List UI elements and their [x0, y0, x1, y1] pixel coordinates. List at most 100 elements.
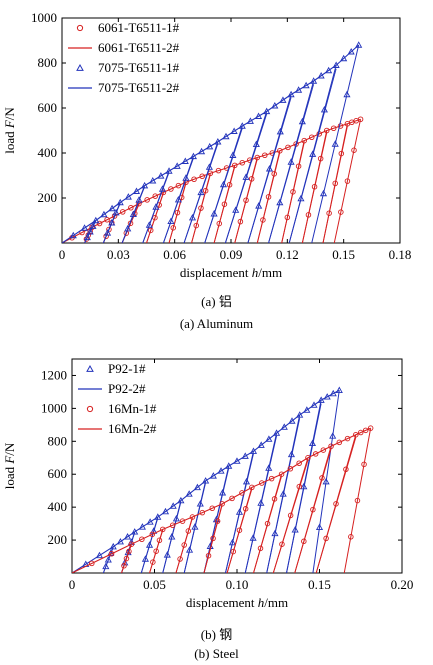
- data-point: [279, 541, 285, 547]
- y-tick-label: 400: [38, 145, 58, 160]
- series-envelope: [72, 389, 340, 573]
- y-tick-label: 400: [48, 499, 68, 514]
- data-point: [188, 213, 197, 221]
- data-point: [170, 225, 177, 231]
- reload-line: [140, 518, 159, 573]
- legend-entry: 7075-T6511-1#: [98, 60, 180, 75]
- data-point: [265, 435, 273, 442]
- legend-entry: 7075-T6511-2#: [98, 80, 180, 95]
- x-tick-label: 0.03: [107, 247, 130, 262]
- x-tick-label: 0.06: [163, 247, 186, 262]
- data-point: [174, 195, 182, 203]
- data-point: [175, 182, 182, 189]
- x-tick-label: 0.09: [220, 247, 243, 262]
- reload-line: [168, 183, 187, 243]
- data-point: [86, 228, 94, 235]
- data-point: [239, 490, 245, 496]
- chart-steel: 0 0.05 0.10 0.15 0.20 200 400 600 800 1000 1200 dis…: [2, 358, 414, 610]
- data-point: [355, 41, 363, 48]
- reload-line: [226, 488, 253, 573]
- reload-line: [294, 448, 332, 573]
- data-point: [152, 193, 159, 199]
- reload-line: [203, 505, 223, 573]
- reload-line: [247, 97, 292, 243]
- data-point: [141, 555, 149, 562]
- data-point: [161, 507, 170, 515]
- data-point: [199, 509, 206, 516]
- caption-steel-en: (b) Steel: [194, 646, 239, 661]
- data-point: [340, 54, 348, 62]
- x-tick-label: 0.15: [308, 577, 331, 592]
- data-point: [179, 518, 186, 524]
- data-point: [169, 522, 176, 529]
- reload-line: [183, 482, 207, 573]
- data-point: [303, 406, 311, 413]
- data-point: [124, 224, 132, 232]
- data-point: [135, 196, 143, 203]
- data-point: [132, 187, 141, 194]
- legend-entry: 6061-T6511-1#: [98, 20, 180, 35]
- data-point: [145, 221, 153, 228]
- reload-line: [162, 157, 194, 243]
- reload-line: [286, 403, 322, 573]
- data-point: [332, 61, 340, 68]
- data-point: [112, 208, 120, 216]
- legend-triangle-marker: [86, 364, 94, 372]
- data-point: [325, 66, 333, 74]
- x-tick-label: 0.20: [391, 577, 414, 592]
- caption-aluminum-en: (a) Aluminum: [179, 316, 254, 331]
- data-point: [205, 552, 212, 559]
- data-point: [257, 441, 265, 448]
- data-point: [139, 536, 145, 543]
- y-tick-label: 200: [48, 532, 68, 547]
- data-point: [230, 548, 237, 555]
- reload-line: [175, 518, 193, 573]
- y-tick-label: 1000: [31, 10, 57, 25]
- reload-line: [191, 174, 211, 243]
- data-point: [121, 563, 127, 569]
- legend-triangle-marker: [76, 63, 84, 71]
- reload-line: [183, 143, 219, 243]
- reload-line: [322, 126, 348, 243]
- reload-line: [213, 166, 236, 243]
- reload-line: [288, 68, 337, 243]
- x-axis-label: displacement h/mm: [186, 595, 288, 610]
- data-point: [150, 559, 156, 565]
- data-point: [239, 159, 246, 166]
- data-point: [89, 560, 95, 567]
- data-point: [280, 423, 288, 430]
- data-point: [149, 531, 156, 538]
- caption-steel-cn: (b) 钢: [200, 627, 233, 642]
- legend-entry: 16Mn-1#: [108, 401, 157, 416]
- x-tick-label: 0.05: [143, 577, 166, 592]
- x-tick-label: 0.18: [389, 247, 412, 262]
- reload-line: [146, 193, 164, 243]
- x-tick-label: 0: [69, 577, 76, 592]
- data-point: [259, 480, 265, 486]
- legend-entry: P92-2#: [108, 381, 146, 396]
- legend-circle-marker: [76, 24, 84, 32]
- data-point: [123, 533, 132, 540]
- data-point: [177, 556, 183, 562]
- data-point: [362, 427, 369, 434]
- data-point: [232, 206, 240, 213]
- data-point: [310, 401, 318, 408]
- reload-line: [121, 544, 132, 573]
- data-point: [210, 210, 218, 217]
- data-point: [169, 502, 177, 509]
- data-point: [328, 443, 334, 449]
- reload-line: [315, 437, 357, 573]
- data-point: [104, 216, 110, 223]
- caption-aluminum-cn: (a) 铝: [201, 294, 232, 309]
- data-point: [317, 72, 325, 79]
- reload-line: [162, 501, 182, 573]
- data-point: [271, 102, 279, 109]
- reload-line: [272, 459, 309, 573]
- data-point: [305, 455, 311, 461]
- data-point: [330, 125, 337, 131]
- data-point: [83, 233, 91, 241]
- data-point: [116, 537, 124, 545]
- y-tick-label: 1000: [41, 400, 67, 415]
- y-tick-label: 600: [38, 100, 58, 115]
